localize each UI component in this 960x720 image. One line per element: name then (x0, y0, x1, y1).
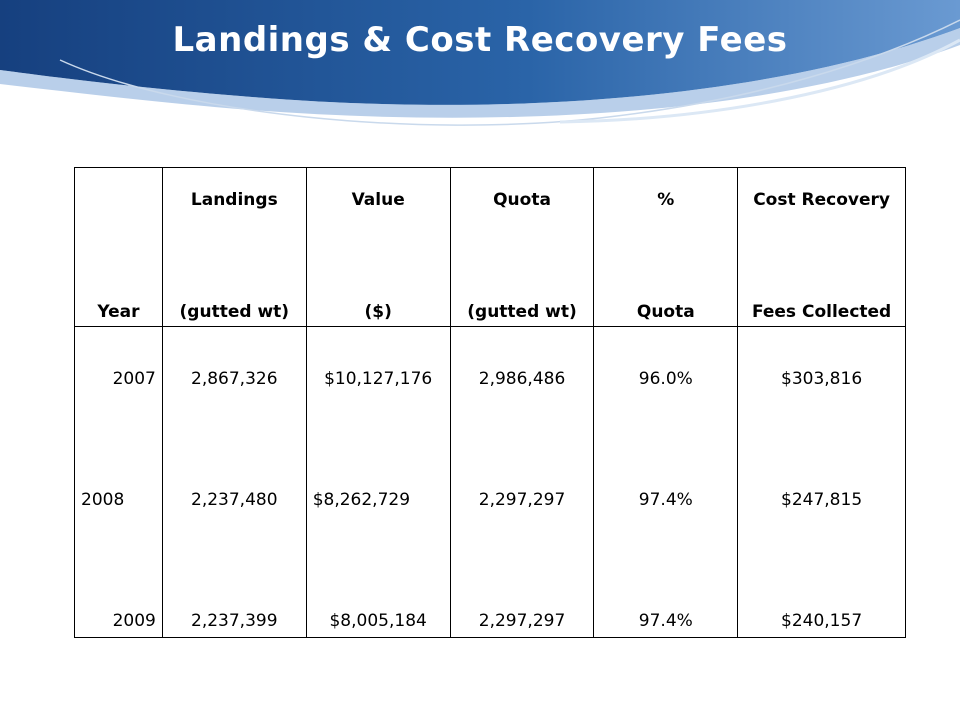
table-cell: $10,127,176 (324, 369, 433, 389)
table-cell: 97.4% (638, 611, 693, 631)
quota-column: 2,986,486 2,297,297 2,297,297 (449, 326, 595, 638)
table-cell: 2,237,480 (191, 490, 278, 510)
table-cell: 2007 (112, 369, 156, 389)
table-cell: 2,297,297 (478, 490, 566, 510)
table-body-row: 2007 2008 2009 2,867,326 2,237,480 2,237… (74, 326, 906, 638)
slide-title: Landings & Cost Recovery Fees (172, 20, 788, 60)
table-cell: $8,262,729 (312, 490, 411, 510)
landings-column: 2,867,326 2,237,480 2,237,399 (161, 326, 307, 638)
fees-table: Year Landings (gutted wt) Value ($) Quota(… (74, 167, 906, 638)
table-cell: $240,157 (781, 611, 863, 631)
table-cell: 97.4% (638, 490, 693, 510)
table-cell: 2,297,297 (478, 611, 566, 631)
table-cell: 2,237,399 (191, 611, 278, 631)
fees-column: $303,816 $247,815 $240,157 (737, 326, 906, 638)
table-cell: 96.0% (638, 369, 693, 389)
value-column: $10,127,176 $8,262,729 $8,005,184 (305, 326, 451, 638)
table-cell: $303,816 (781, 369, 863, 389)
table-cell: 2,986,486 (478, 369, 566, 389)
percent-column: 96.0% 97.4% 97.4% (593, 326, 739, 638)
header-banner (0, 0, 960, 126)
table-cell: 2008 (81, 490, 125, 510)
header-percent-quota: % Quota (593, 167, 739, 327)
header-value: Value ($) (305, 167, 451, 327)
table-header-row: Year Landings (gutted wt) Value ($) Quota(… (74, 167, 906, 327)
header-landings: Landings (gutted wt) (161, 167, 307, 327)
table-cell: $247,815 (781, 490, 863, 510)
table-cell: $8,005,184 (329, 611, 427, 631)
table-cell: 2,867,326 (191, 369, 278, 389)
header-year: Year (74, 167, 163, 327)
header-quota: Quota (gutted wt) (449, 167, 595, 327)
table-cell: 2009 (112, 611, 156, 631)
year-column: 2007 2008 2009 (74, 326, 163, 638)
header-fees: Cost Recovery Fees Collected (737, 167, 906, 327)
